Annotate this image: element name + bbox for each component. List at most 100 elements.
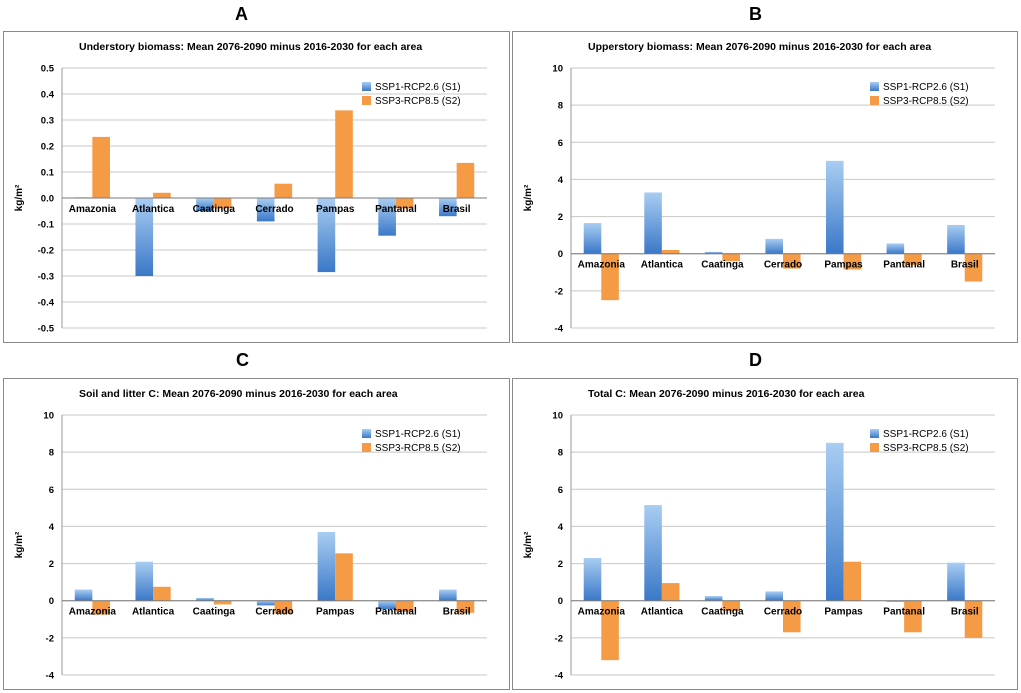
chart-b-ytick-label: 4 (558, 175, 564, 186)
chart-d-bar-s1-caatinga (704, 596, 723, 601)
chart-a-ylabel: kg/m² (14, 184, 25, 211)
chart-c-category-atlantica: Atlantica (132, 607, 175, 618)
chart-b-bar-s1-caatinga (704, 251, 723, 254)
chart-a-ytick-label: -0.2 (38, 246, 54, 257)
chart-b-bar-s2-amazonia (601, 253, 619, 301)
chart-d-category-caatinga: Caatinga (701, 607, 744, 618)
chart-c-ytick-label: 6 (49, 485, 54, 496)
chart-b-ytick-label: 0 (558, 249, 563, 260)
chart-a-category-brasil: Brasil (443, 204, 471, 215)
chart-d-bar-s2-pantanal (904, 600, 922, 633)
chart-c-bar-s1-caatinga (196, 597, 214, 601)
chart-a-ytick-label: 0.1 (41, 168, 55, 179)
chart-d-category-cerrado: Cerrado (764, 607, 802, 618)
chart-b-legend-label-s2: SSP3-RCP8.5 (S2) (883, 96, 969, 107)
chart-a-category-cerrado: Cerrado (255, 204, 293, 215)
chart-c-bar-s2-pantanal (395, 600, 414, 612)
chart-d-ytick-label: 8 (558, 448, 563, 459)
chart-a-ytick-label: 0.0 (41, 194, 54, 205)
chart-c-bar-s1-atlantica (135, 561, 154, 601)
chart-a-ytick-label: 0.5 (41, 64, 55, 75)
chart-d-bar-s1-pantanal (886, 600, 905, 602)
chart-b-bar-s1-amazonia (583, 223, 602, 254)
chart-b-bar-s1-pantanal (886, 243, 905, 254)
chart-d-ytick-label: 0 (558, 596, 563, 607)
chart-b-ytick-label: 10 (552, 64, 563, 75)
chart-c-legend-label-s1: SSP1-RCP2.6 (S1) (375, 429, 461, 440)
chart-c-ylabel: kg/m² (14, 531, 25, 558)
chart-a-bar-s2-pantanal (395, 198, 414, 209)
chart-c-bar-s2-atlantica (153, 586, 171, 601)
chart-d-bar-s1-amazonia (583, 558, 602, 601)
chart-a-category-pantanal: Pantanal (375, 204, 417, 215)
chart-d-ytick-label: 6 (558, 485, 563, 496)
chart-b-category-atlantica: Atlantica (641, 260, 684, 271)
chart-d-legend-swatch-s1 (870, 429, 879, 438)
chart-b-category-caatinga: Caatinga (701, 260, 744, 271)
chart-b-bar-s1-cerrado (765, 238, 783, 254)
chart-d-bar-s2-cerrado (783, 600, 801, 633)
chart-c-bar-s2-caatinga (213, 600, 232, 605)
chart-a-ytick-label: 0.2 (41, 142, 54, 153)
chart-c-svg: Soil and litter C: Mean 2076-2090 minus … (14, 388, 487, 682)
chart-c-bar-s2-amazonia (92, 600, 110, 615)
chart-c-bar-s2-cerrado (274, 600, 293, 614)
chart-d-bar-s2-amazonia (601, 600, 619, 661)
panel-letter-d: D (749, 350, 762, 370)
chart-d-bar-s1-cerrado (765, 591, 783, 601)
chart-a-legend-label-s2: SSP3-RCP8.5 (S2) (375, 96, 461, 107)
chart-d-category-pantanal: Pantanal (883, 607, 925, 618)
chart-d-category-atlantica: Atlantica (641, 607, 684, 618)
chart-c-bar-s1-amazonia (74, 589, 93, 601)
chart-b-legend-swatch-s2 (870, 96, 879, 105)
chart-b-ylabel: kg/m² (523, 184, 534, 211)
chart-a-legend-swatch-s1 (362, 82, 371, 91)
chart-b-ytick-label: 6 (558, 138, 563, 149)
chart-b-bar-s2-pampas (843, 253, 862, 270)
chart-b-title: Upperstory biomass: Mean 2076-2090 minus… (588, 41, 931, 53)
chart-c-category-brasil: Brasil (443, 607, 471, 618)
chart-c-bar-s1-brasil (439, 589, 457, 601)
chart-a-bar-s2-atlantica (153, 192, 171, 198)
chart-c-category-pampas: Pampas (316, 607, 355, 618)
chart-a-bar-s2-amazonia (92, 136, 110, 198)
chart-a-ytick-label: -0.1 (38, 220, 55, 231)
chart-b-bar-s2-atlantica (661, 250, 680, 254)
chart-d-bar-s1-pampas (826, 442, 844, 601)
chart-c-bar-s2-brasil (456, 600, 475, 613)
chart-d-svg: Total C: Mean 2076-2090 minus 2016-2030 … (523, 388, 995, 682)
chart-a-bar-s1-caatinga (196, 198, 214, 211)
chart-d-category-brasil: Brasil (951, 607, 979, 618)
chart-a-title: Understory biomass: Mean 2076-2090 minus… (79, 41, 422, 53)
chart-c-bar-s1-cerrado (256, 600, 275, 606)
chart-c-category-amazonia: Amazonia (69, 607, 117, 618)
chart-c-category-cerrado: Cerrado (255, 607, 293, 618)
chart-b-legend-swatch-s1 (870, 82, 879, 91)
chart-d-bar-s2-pampas (843, 561, 862, 601)
chart-d-legend-label-s2: SSP3-RCP8.5 (S2) (883, 443, 969, 454)
chart-a-bar-s1-atlantica (135, 198, 154, 276)
panel-letter-c: C (236, 350, 249, 370)
chart-a-bar-s2-brasil (456, 162, 475, 198)
chart-a-category-pampas: Pampas (316, 204, 355, 215)
chart-b-ytick-label: -4 (555, 324, 564, 335)
chart-a-bar-s1-pampas (317, 198, 336, 273)
chart-c-title: Soil and litter C: Mean 2076-2090 minus … (79, 388, 398, 400)
chart-b-category-brasil: Brasil (951, 260, 979, 271)
chart-c-ytick-label: 2 (49, 559, 54, 570)
chart-b-ytick-label: 8 (558, 101, 563, 112)
chart-d-ytick-label: 2 (558, 559, 563, 570)
chart-a-legend-swatch-s2 (362, 96, 371, 105)
chart-a-ytick-label: 0.3 (41, 116, 54, 127)
chart-b-bar-s1-atlantica (644, 192, 662, 254)
chart-c-legend-label-s2: SSP3-RCP8.5 (S2) (375, 443, 461, 454)
chart-b-bar-s2-pantanal (904, 253, 922, 265)
chart-d-legend-swatch-s2 (870, 443, 879, 452)
chart-a-bar-s2-cerrado (274, 183, 293, 198)
chart-a-legend-label-s1: SSP1-RCP2.6 (S1) (375, 82, 461, 93)
chart-d-ytick-label: 10 (552, 411, 563, 422)
chart-d-legend-label-s1: SSP1-RCP2.6 (S1) (883, 429, 969, 440)
chart-a-bar-s1-pantanal (378, 198, 396, 236)
chart-d-bar-s2-caatinga (722, 600, 740, 611)
chart-d-bar-s1-brasil (947, 562, 965, 601)
